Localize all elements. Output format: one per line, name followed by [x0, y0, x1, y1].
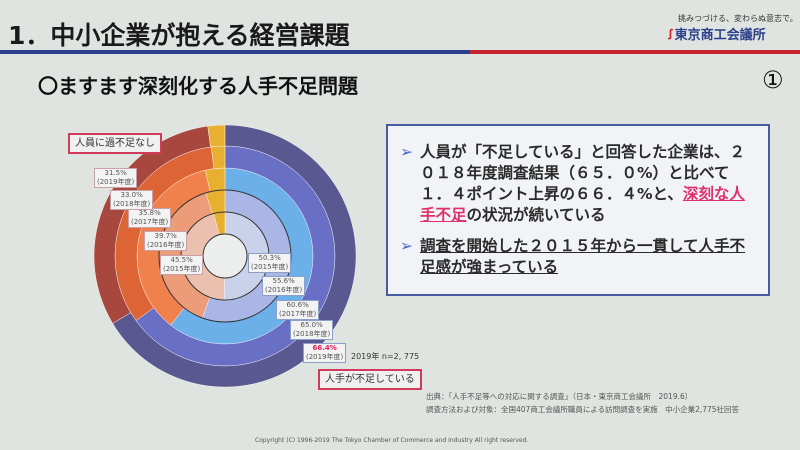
data-label-short-2016年度: 55.6% (2016年度)	[262, 276, 306, 296]
data-label-ok-2018年度: 33.0% (2018年度)	[110, 190, 154, 210]
summary-box: ➢ 人員が「不足している」と回答した企業は、２０１８年度調査結果（６５．０%）と比…	[386, 124, 770, 296]
title-rule-red	[470, 50, 800, 54]
segment-shortage-2019年度	[112, 124, 357, 388]
logo-text: 東京商工会議所	[674, 28, 766, 43]
page-marker: ①	[762, 66, 784, 94]
legend-shortage: 人手が不足している	[318, 369, 422, 390]
segment-other-2019年度	[207, 124, 226, 148]
donut-hole	[202, 233, 248, 279]
arrow-bullet-icon: ➢	[400, 143, 413, 161]
logo-mark-icon: ꭍ	[668, 28, 673, 43]
bullet-1: 人員が「不足している」と回答した企業は、２０１８年度調査結果（６５．０%）と比べ…	[420, 143, 746, 224]
data-label-short-2019年度: 66.4% (2019年度)	[303, 343, 347, 363]
sample-note: 2019年 n=2, 775	[351, 352, 420, 361]
data-label-ok-2017年度: 35.8% (2017年度)	[128, 208, 172, 228]
slogan: 挑みつづける、変わらぬ意志で。	[678, 14, 798, 23]
source-note: 出典：「人手不足等への対応に関する調査」（日本・東京商工会議所 2019.6）調…	[426, 392, 740, 414]
data-label-ok-2016年度: 39.7% (2016年度)	[144, 231, 188, 251]
bullet-2: 調査を開始した２０１５年から一貫して人手不足感が強まっている	[420, 237, 746, 276]
data-label-ok-2015年度: 45.5% (2015年度)	[160, 255, 204, 275]
slide-subtitle: 〇ますます深刻化する人手不足問題	[38, 74, 358, 98]
copyright: Copyright (C) 1996-2019 The Tokyo Chambe…	[255, 437, 529, 444]
data-label-short-2018年度: 65.0% (2018年度)	[290, 320, 334, 340]
data-label-ok-2019年度: 31.5% (2019年度)	[94, 168, 138, 188]
data-label-short-2015年度: 50.3% (2015年度)	[248, 253, 292, 273]
legend-no-shortage: 人員に過不足なし	[68, 133, 162, 154]
slide-title: 1．中小企業が抱える経営課題	[8, 21, 350, 50]
data-label-short-2017年度: 60.6% (2017年度)	[276, 300, 320, 320]
logo: ꭍ 東京商工会議所	[668, 24, 766, 43]
arrow-bullet-icon: ➢	[400, 237, 413, 255]
title-rule-blue	[0, 50, 800, 54]
